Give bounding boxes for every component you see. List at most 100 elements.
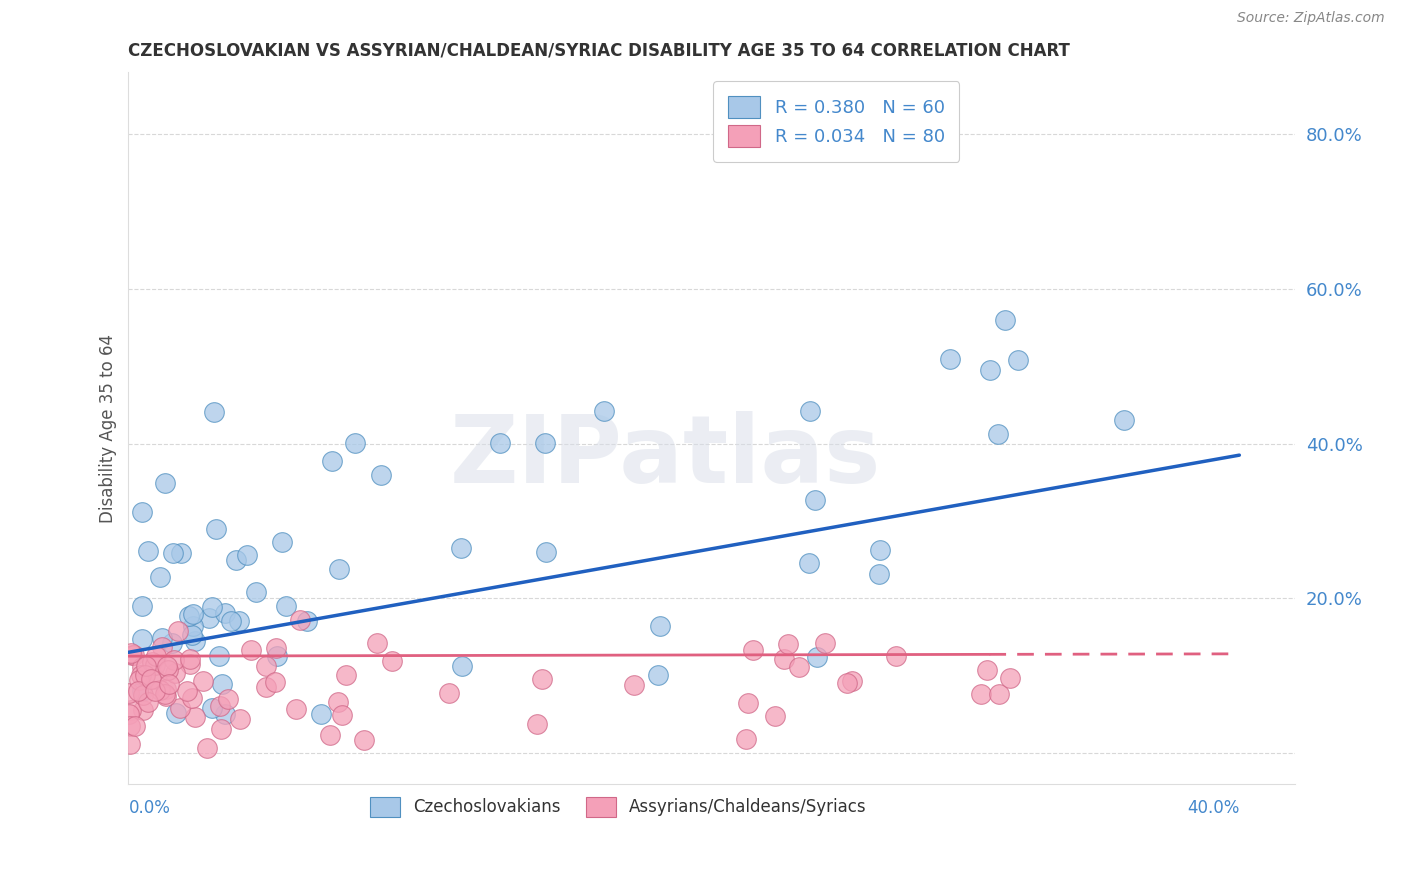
Point bbox=[214, 707, 236, 722]
Point bbox=[180, 627, 202, 641]
Point bbox=[208, 698, 231, 713]
Point bbox=[869, 543, 891, 558]
Point bbox=[202, 405, 225, 419]
Text: CZECHOSLOVAKIAN VS ASSYRIAN/CHALDEAN/SYRIAC DISABILITY AGE 35 TO 64 CORRELATION : CZECHOSLOVAKIAN VS ASSYRIAN/CHALDEAN/SYR… bbox=[128, 42, 1070, 60]
Point bbox=[593, 404, 616, 418]
Point bbox=[160, 636, 183, 650]
Point bbox=[162, 653, 184, 667]
Point bbox=[131, 660, 153, 674]
Point bbox=[135, 659, 157, 673]
Point bbox=[150, 640, 173, 654]
Point bbox=[1112, 413, 1135, 427]
Point bbox=[120, 647, 142, 661]
Point bbox=[319, 728, 342, 742]
Point bbox=[451, 659, 474, 673]
Point bbox=[939, 352, 962, 367]
Point bbox=[987, 427, 1010, 442]
Point bbox=[988, 688, 1011, 702]
Point bbox=[181, 618, 204, 632]
Point bbox=[437, 686, 460, 700]
Point bbox=[254, 658, 277, 673]
Point bbox=[170, 546, 193, 560]
Point bbox=[121, 648, 143, 663]
Point bbox=[149, 682, 172, 697]
Point bbox=[285, 701, 308, 715]
Point bbox=[235, 548, 257, 562]
Point bbox=[156, 659, 179, 673]
Point bbox=[127, 683, 149, 698]
Point bbox=[979, 363, 1001, 377]
Point bbox=[264, 675, 287, 690]
Point bbox=[157, 663, 180, 677]
Point bbox=[191, 673, 214, 688]
Point bbox=[217, 691, 239, 706]
Point bbox=[254, 680, 277, 694]
Point bbox=[163, 665, 186, 680]
Point bbox=[211, 722, 233, 736]
Point bbox=[153, 476, 176, 491]
Point bbox=[531, 672, 554, 686]
Point bbox=[998, 671, 1021, 685]
Point bbox=[120, 737, 142, 751]
Point bbox=[228, 615, 250, 629]
Point bbox=[763, 709, 786, 723]
Point bbox=[778, 637, 800, 651]
Point bbox=[195, 740, 218, 755]
Point bbox=[145, 684, 167, 698]
Point bbox=[229, 712, 252, 726]
Point bbox=[129, 668, 152, 682]
Point bbox=[155, 681, 177, 696]
Point bbox=[128, 673, 150, 688]
Point bbox=[184, 634, 207, 648]
Point bbox=[326, 694, 349, 708]
Point bbox=[288, 613, 311, 627]
Point bbox=[245, 584, 267, 599]
Point bbox=[181, 691, 204, 706]
Point bbox=[240, 643, 263, 657]
Point bbox=[806, 649, 828, 664]
Point bbox=[623, 678, 645, 692]
Legend: Czechoslovakians, Assyrians/Chaldeans/Syriacs: Czechoslovakians, Assyrians/Chaldeans/Sy… bbox=[361, 789, 875, 825]
Point bbox=[343, 436, 366, 450]
Point bbox=[225, 553, 247, 567]
Point bbox=[141, 655, 163, 669]
Point bbox=[266, 649, 288, 664]
Point bbox=[868, 567, 890, 582]
Point bbox=[295, 615, 318, 629]
Point bbox=[149, 570, 172, 584]
Point bbox=[169, 700, 191, 714]
Point bbox=[145, 648, 167, 663]
Point bbox=[366, 636, 388, 650]
Point bbox=[276, 599, 298, 613]
Point bbox=[742, 643, 765, 657]
Point bbox=[271, 534, 294, 549]
Point bbox=[335, 667, 357, 681]
Point bbox=[120, 719, 142, 733]
Point bbox=[162, 546, 184, 560]
Point bbox=[650, 619, 672, 633]
Point bbox=[184, 710, 207, 724]
Point bbox=[814, 636, 837, 650]
Point bbox=[797, 557, 820, 571]
Point bbox=[804, 492, 827, 507]
Point bbox=[122, 648, 145, 662]
Point bbox=[737, 696, 759, 710]
Point bbox=[153, 687, 176, 701]
Point bbox=[118, 686, 141, 700]
Point bbox=[201, 600, 224, 615]
Point bbox=[132, 688, 155, 702]
Point bbox=[841, 673, 863, 688]
Text: ZIPatlas: ZIPatlas bbox=[450, 410, 880, 502]
Text: Source: ZipAtlas.com: Source: ZipAtlas.com bbox=[1237, 12, 1385, 25]
Point bbox=[321, 453, 343, 467]
Point bbox=[131, 632, 153, 647]
Point bbox=[450, 541, 472, 555]
Point bbox=[647, 668, 669, 682]
Point bbox=[835, 676, 858, 690]
Point bbox=[381, 654, 404, 668]
Point bbox=[143, 657, 166, 672]
Point bbox=[181, 607, 204, 621]
Point bbox=[131, 684, 153, 698]
Point bbox=[328, 562, 350, 576]
Point bbox=[993, 312, 1015, 326]
